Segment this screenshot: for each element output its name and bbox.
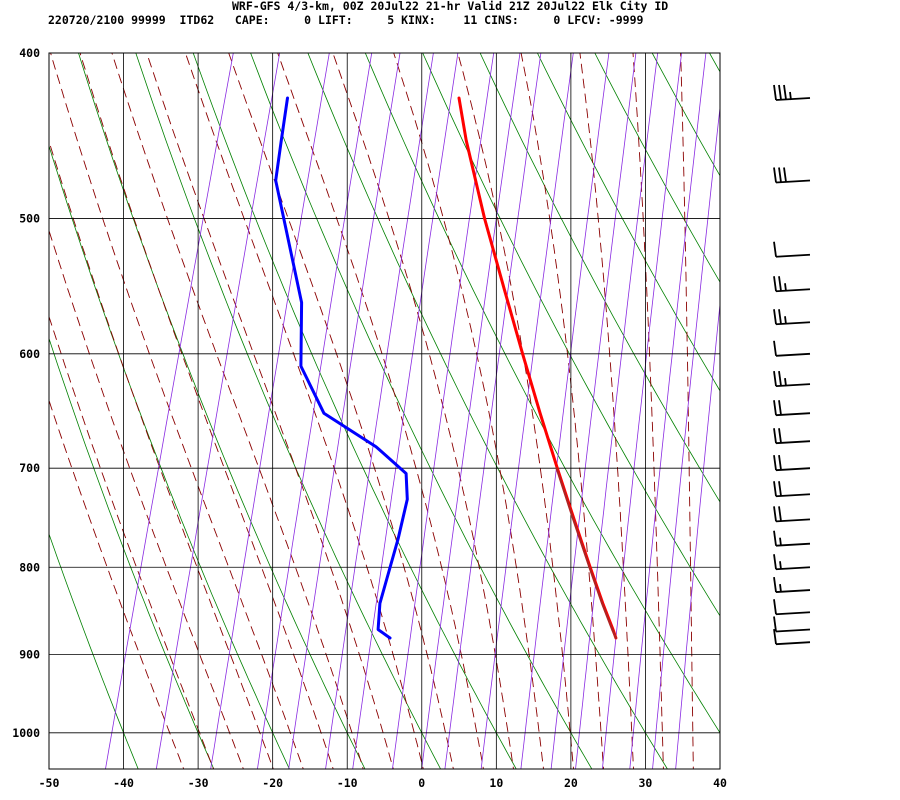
- pressure-tick-label: 1000: [12, 726, 40, 740]
- dry-adiabat-line: [192, 53, 517, 769]
- moist-adiabat-line: [49, 229, 244, 769]
- temperature-tick-label: 40: [713, 776, 727, 790]
- pressure-tick-label: 400: [19, 46, 40, 60]
- mixing-ratio-line: [444, 53, 542, 769]
- dry-adiabat-line: [49, 532, 139, 769]
- moist-adiabat-line: [723, 15, 724, 776]
- dry-adiabat-line: [745, 15, 900, 776]
- wind-barbs: [773, 84, 811, 646]
- temperature-tick-labels: -50 -40 -30 -20 -10 0 10 20 30 40: [39, 776, 727, 790]
- temperature-tick-label: -20: [262, 776, 283, 790]
- mixing-ratio-line: [550, 53, 637, 769]
- wind-barb: [773, 599, 811, 616]
- temperature-tick-label: 10: [489, 776, 503, 790]
- mixing-ratio-line: [352, 53, 459, 769]
- dry-adiabat-line: [307, 53, 668, 769]
- mixing-ratio-line: [629, 53, 707, 769]
- moist-adiabat-line: [50, 53, 304, 769]
- moist-adiabat-line: [457, 53, 574, 769]
- pressure-tick-label: 900: [19, 648, 40, 662]
- mixing-ratio-line: [520, 53, 610, 769]
- pressure-tick-label: 800: [19, 560, 40, 574]
- mixing-ratio-line: [575, 53, 659, 769]
- mixing-ratio-line: [675, 300, 720, 769]
- plot-frame: [48, 52, 721, 770]
- moist-adiabat-line: [680, 53, 694, 769]
- dry-adiabat-line: [422, 53, 720, 617]
- temperature-tick-label: 30: [639, 776, 653, 790]
- mixing-ratio-line: [288, 53, 401, 769]
- moist-adiabat-line: [49, 315, 214, 769]
- moist-adiabat-line: [49, 399, 185, 769]
- mixing-ratio-line: [601, 53, 683, 769]
- dewpoint-profile-line: [274, 96, 409, 640]
- pressure-tick-label: 500: [19, 212, 40, 226]
- mixing-ratio-line: [325, 53, 434, 769]
- wind-barb: [773, 455, 811, 472]
- parcel-profile-line: [555, 467, 617, 640]
- mixing-ratio-line: [210, 53, 330, 769]
- dry-adiabat-line: [49, 337, 215, 769]
- pressure-tick-label: 600: [19, 347, 40, 361]
- grid-lines: [48, 52, 721, 769]
- chart-title: WRF-GFS 4/3-km, 00Z 20Jul22 21-hr Valid …: [232, 0, 669, 13]
- temperature-tick-label: 20: [564, 776, 578, 790]
- dry-adiabat-line: [858, 15, 900, 776]
- mixing-ratio-line: [155, 53, 281, 769]
- temperature-tick-label: -40: [113, 776, 134, 790]
- dry-adiabat-line: [479, 53, 720, 503]
- moist-adiabat-line: [111, 53, 364, 769]
- moist-adiabat-line: [228, 53, 454, 769]
- temperature-tick-label: -50: [39, 776, 60, 790]
- moist-adiabat-line: [79, 53, 334, 769]
- mixing-ratio-line: [105, 53, 234, 769]
- pressure-tick-label: 700: [19, 461, 40, 475]
- mixing-ratio-line: [480, 53, 574, 769]
- moist-adiabat-line: [49, 139, 274, 769]
- temperature-tick-label: -10: [337, 776, 358, 790]
- moist-adiabat-line: [393, 53, 544, 769]
- wind-barb: [773, 241, 811, 258]
- wind-barb: [773, 481, 811, 498]
- moist-adiabat-line: [520, 53, 604, 769]
- temperature-tick-label: 0: [418, 776, 425, 790]
- dry-adiabat-line: [536, 53, 720, 392]
- moist-adiabat-line: [332, 53, 514, 769]
- wind-barb: [773, 400, 811, 417]
- wind-barb: [773, 370, 811, 388]
- wind-barb: [773, 428, 811, 445]
- dry-adiabat-line: [594, 53, 720, 283]
- wind-barb: [773, 340, 811, 357]
- mixing-ratio-line: [421, 53, 521, 769]
- dry-adiabat-line: [802, 15, 900, 776]
- mixing-ratio-line: [652, 104, 720, 769]
- wind-barb: [773, 506, 811, 523]
- moist-adiabat-line: [146, 53, 394, 769]
- mixing-ratio-line: [257, 53, 373, 769]
- wind-barb: [773, 576, 811, 593]
- moist-adiabat-line: [579, 53, 634, 769]
- dry-adiabat-line: [250, 53, 593, 769]
- dry-adiabat-line: [49, 144, 290, 769]
- wind-barb: [773, 276, 811, 293]
- wind-barb: [773, 84, 811, 101]
- background-lines: [49, 15, 900, 776]
- temperature-tick-label: -30: [188, 776, 209, 790]
- moist-adiabat-line: [632, 53, 664, 769]
- wind-barb: [773, 554, 811, 571]
- wind-barb: [773, 616, 811, 633]
- wind-barb: [773, 629, 811, 646]
- wind-barb: [773, 167, 811, 184]
- wind-barb: [773, 530, 811, 547]
- sounding-indices-line: 220720/2100 99999 ITD62 CAPE: 0 LIFT: 5 …: [48, 13, 644, 27]
- moist-adiabat-line: [277, 53, 484, 769]
- pressure-tick-labels: 400 500 600 700 800 900 1000: [12, 46, 40, 740]
- wind-barb: [773, 309, 811, 326]
- dry-adiabat-line: [78, 53, 366, 769]
- moist-adiabat-line: [184, 53, 424, 769]
- dry-adiabat-line: [135, 53, 442, 769]
- profile-lines: [274, 96, 618, 640]
- mixing-ratio-line: [392, 53, 495, 769]
